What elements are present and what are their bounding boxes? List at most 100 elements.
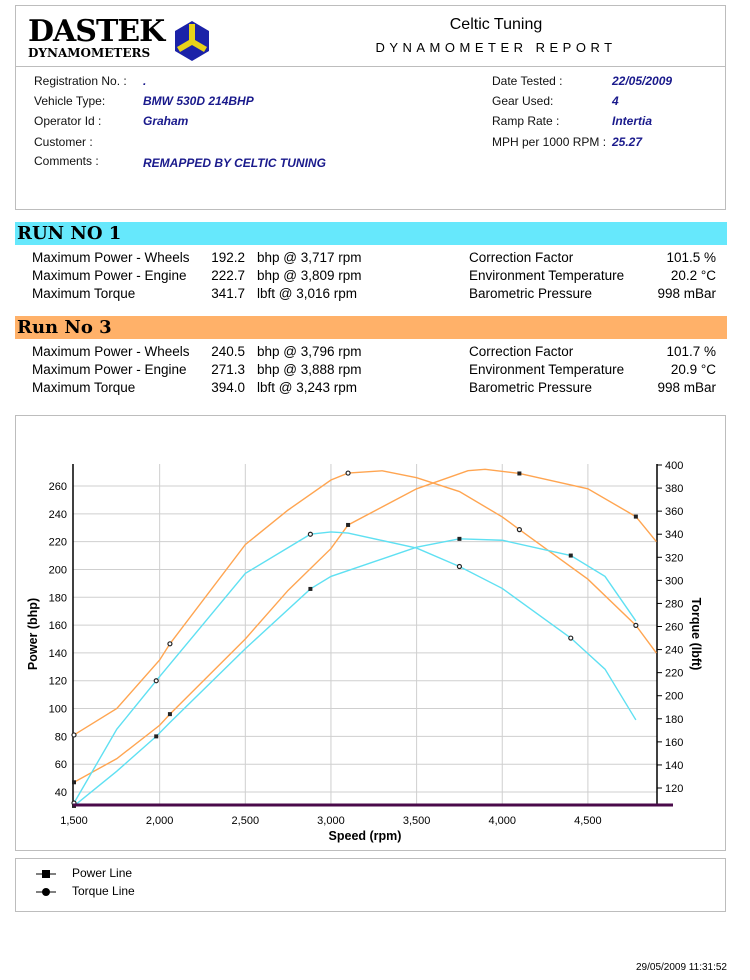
stat-value: 271.3 <box>211 362 245 377</box>
run-title: RUN NO 1 <box>17 223 122 244</box>
stat-unit: lbft @ 3,016 rpm <box>257 286 357 301</box>
y2-tick-label: 260 <box>665 622 683 634</box>
power-marker <box>457 536 462 541</box>
stat-unit: bhp @ 3,796 rpm <box>257 344 362 359</box>
torque-marker <box>167 641 173 647</box>
torque-marker <box>71 732 77 738</box>
x-tick-label: 2,500 <box>232 815 260 827</box>
header-divider <box>16 66 725 67</box>
stat-value: 222.7 <box>211 268 245 283</box>
stat-label: Maximum Power - Wheels <box>32 250 190 265</box>
detail-label: Customer : <box>34 135 93 149</box>
x-tick-label: 3,500 <box>403 815 431 827</box>
detail-label: Registration No. : <box>34 74 127 88</box>
stat-unit: bhp @ 3,809 rpm <box>257 268 362 283</box>
chart-legend: Power Line Torque Line <box>15 858 726 912</box>
y2-tick-label: 400 <box>665 460 683 472</box>
detail-value: 4 <box>612 94 619 108</box>
stat-value: 394.0 <box>211 380 245 395</box>
y-tick-label: 120 <box>49 676 67 688</box>
chart-svg: 1,500 2,000 2,500 3,000 3,500 4,000 4,500 40 60 8… <box>26 460 703 843</box>
y-tick-label: 180 <box>49 592 67 604</box>
y-tick-label: 40 <box>55 787 67 799</box>
stat-unit: lbft @ 3,243 rpm <box>257 380 357 395</box>
logo-subtext: DYNAMOMETERS <box>28 46 151 60</box>
x-tick-label: 1,500 <box>60 815 88 827</box>
y-tick-label: 60 <box>55 759 67 771</box>
detail-value: 22/05/2009 <box>612 74 673 88</box>
detail-label: Comments : <box>34 154 99 168</box>
power-marker <box>568 553 573 558</box>
detail-label: Operator Id : <box>34 114 102 128</box>
series-line-run-3-torque <box>73 470 657 736</box>
y-tick-label: 100 <box>49 704 67 716</box>
y-tick-label: 160 <box>49 620 67 632</box>
series-line-run-3-power <box>73 468 657 783</box>
dastek-logo: DASTEK DYNAMOMETERS <box>28 14 165 61</box>
y2-tick-label: 320 <box>665 552 683 564</box>
y2-tick-label: 280 <box>665 598 683 610</box>
detail-value: REMAPPED BY CELTIC TUNING <box>143 156 326 170</box>
y-axis-title: Power (bhp) <box>26 598 40 670</box>
env-value: 998 mBar <box>657 286 716 301</box>
company-name: Celtic Tuning <box>449 16 543 33</box>
x-tick-label: 4,500 <box>574 815 602 827</box>
x-tick-label: 2,000 <box>146 815 174 827</box>
y-tick-label: 220 <box>49 537 67 549</box>
power-marker <box>167 712 172 717</box>
env-value: 998 mBar <box>657 380 716 395</box>
torque-marker <box>456 563 463 570</box>
env-label: Environment Temperature <box>469 268 625 283</box>
y2-tick-label: 300 <box>665 575 683 587</box>
detail-value: BMW 530D 214BHP <box>143 94 254 108</box>
stat-value: 240.5 <box>211 344 245 359</box>
logo-text: DASTEK <box>28 14 165 49</box>
x-tick-label: 3,000 <box>317 815 345 827</box>
y2-tick-label: 220 <box>665 668 683 680</box>
detail-label: Vehicle Type: <box>34 94 106 108</box>
stat-unit: bhp @ 3,717 rpm <box>257 250 362 265</box>
torque-marker <box>633 622 639 628</box>
env-value: 20.9 °C <box>670 362 716 377</box>
detail-label: Ramp Rate : <box>492 114 560 128</box>
env-label: Barometric Pressure <box>469 380 593 395</box>
y2-tick-label: 160 <box>665 737 683 749</box>
detail-value: Intertia <box>612 114 653 128</box>
stat-unit: bhp @ 3,888 rpm <box>257 362 362 377</box>
x-axis-title: Speed (rpm) <box>329 829 402 843</box>
y2-tick-label: 180 <box>665 714 683 726</box>
y2-tick-label: 120 <box>665 783 683 795</box>
stat-label: Maximum Torque <box>32 380 136 395</box>
report-title: DYNAMOMETER REPORT <box>375 40 617 55</box>
env-label: Correction Factor <box>469 250 574 265</box>
power-marker <box>72 780 76 785</box>
y-tick-label: 240 <box>49 509 67 521</box>
legend-label: Torque Line <box>72 884 135 898</box>
y-tick-label: 200 <box>49 564 67 576</box>
y2-tick-label: 340 <box>665 529 683 541</box>
y-tick-label: 140 <box>49 648 67 660</box>
y2-axis-title: Torque (lbft) <box>689 598 703 671</box>
print-timestamp: 29/05/2009 11:31:52 <box>635 962 727 973</box>
env-label: Environment Temperature <box>469 362 625 377</box>
y2-tick-label: 380 <box>665 483 683 495</box>
y-tick-label: 260 <box>49 481 67 493</box>
series-line-run-1-torque <box>73 531 637 804</box>
power-marker <box>154 734 159 739</box>
stat-label: Maximum Power - Engine <box>32 268 187 283</box>
env-value: 101.5 % <box>666 250 716 265</box>
detail-label: Date Tested : <box>492 74 563 88</box>
detail-value: Graham <box>143 114 189 128</box>
y2-tick-label: 140 <box>665 760 683 772</box>
dastek-cube-icon <box>175 21 209 61</box>
power-marker <box>517 471 522 476</box>
y-tick-label: 80 <box>55 731 67 743</box>
env-value: 20.2 °C <box>670 268 716 283</box>
y2-tick-label: 240 <box>665 645 683 657</box>
y2-tick-label: 360 <box>665 506 683 518</box>
detail-label: MPH per 1000 RPM : <box>492 135 607 149</box>
report-header: DASTEK DYNAMOMETERS Celtic Tuning DYNAMO… <box>15 5 726 210</box>
env-label: Correction Factor <box>469 344 574 359</box>
torque-marker <box>345 470 351 476</box>
x-tick-label: 4,000 <box>488 815 516 827</box>
